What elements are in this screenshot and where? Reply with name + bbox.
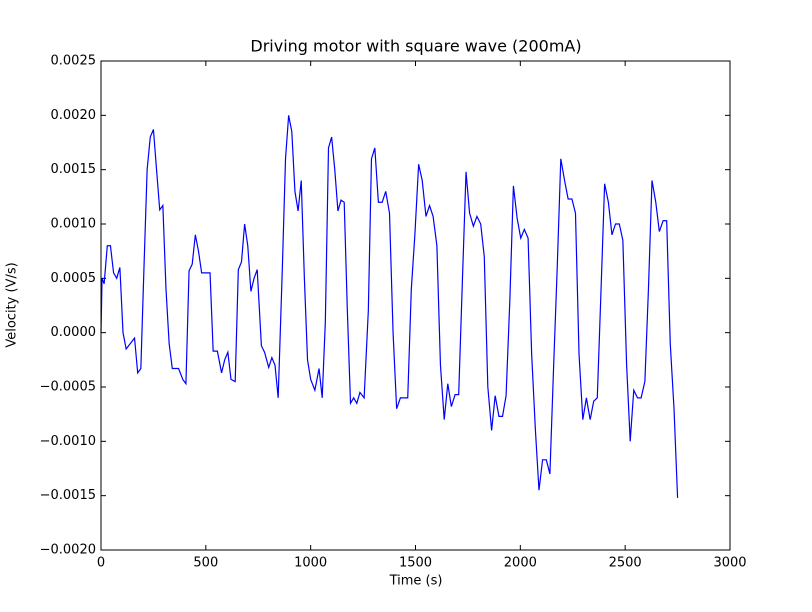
x-tick-label: 500: [193, 556, 218, 571]
chart-title: Driving motor with square wave (200mA): [250, 37, 581, 56]
y-tick-label: 0.0000: [51, 325, 97, 340]
plot-frame: [100, 60, 731, 551]
y-tick-label: −0.0020: [40, 543, 96, 558]
x-axis-label: Time (s): [389, 574, 443, 589]
y-tick-label: −0.0005: [40, 380, 96, 395]
x-tick-label: 1500: [399, 556, 432, 571]
x-tick-label: 2000: [504, 556, 537, 571]
y-tick-label: 0.0020: [51, 108, 97, 123]
data-line: [100, 115, 679, 498]
y-tick-label: 0.0015: [51, 162, 97, 177]
y-tick-label: −0.0015: [40, 488, 96, 503]
y-tick-label: −0.0010: [40, 434, 96, 449]
x-tick-label: 0: [97, 556, 105, 571]
x-tick-label: 1000: [294, 556, 327, 571]
x-tick-label: 2500: [609, 556, 642, 571]
y-tick-label: 0.0010: [51, 217, 97, 232]
y-tick-label: 0.0025: [51, 54, 97, 69]
x-tick-label: 3000: [713, 556, 746, 571]
y-axis-label: Velocity (V/s): [5, 262, 20, 347]
y-tick-label: 0.0005: [51, 271, 97, 286]
